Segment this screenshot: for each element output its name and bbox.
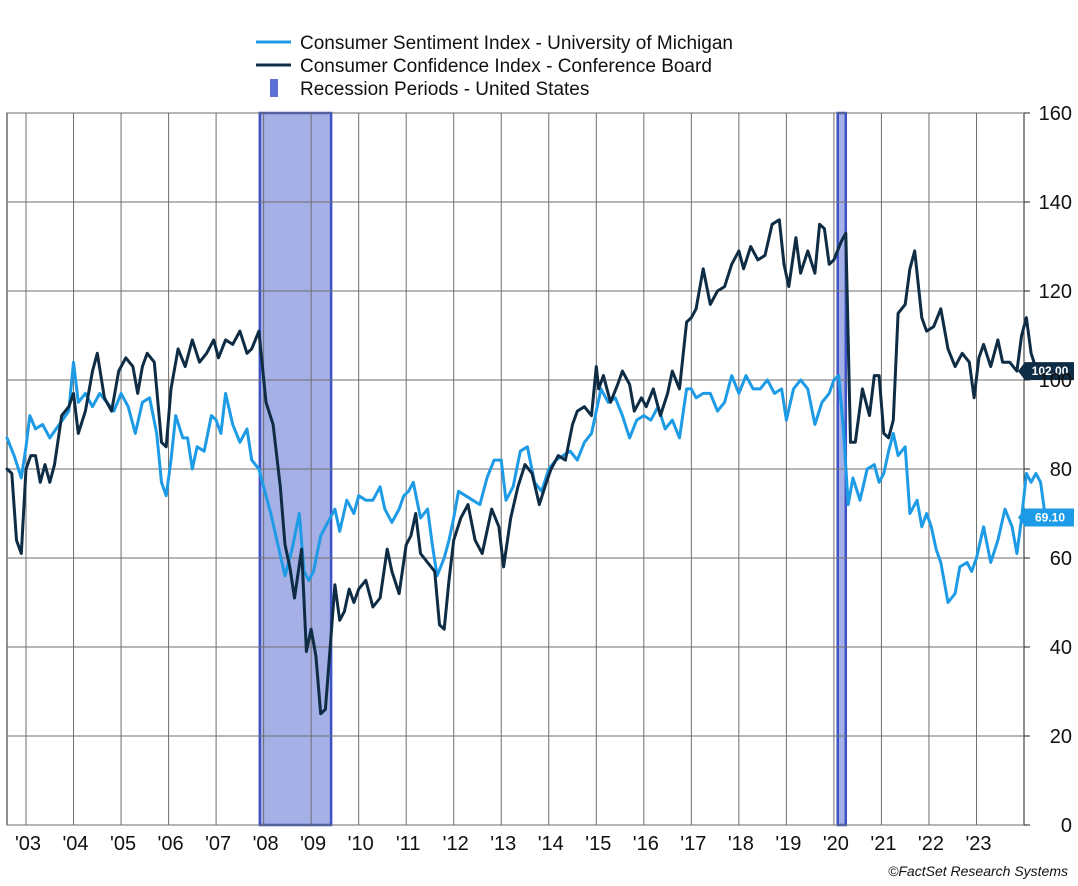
end-label-value: 102.00: [1032, 364, 1069, 378]
y-tick-label: 100: [1039, 370, 1072, 392]
x-tick-label: '23: [965, 833, 991, 855]
x-tick-label: '19: [775, 833, 801, 855]
y-tick-label: 20: [1050, 726, 1072, 748]
x-tick-label: '18: [728, 833, 754, 855]
legend: Consumer Sentiment Index - University of…: [256, 33, 733, 100]
series-line-2: [5, 218, 1047, 716]
legend-label: Consumer Confidence Index - Conference B…: [300, 56, 712, 77]
x-tick-label: '14: [538, 833, 564, 855]
x-tick-label: '08: [253, 833, 279, 855]
end-label-2: 102.00: [1018, 362, 1074, 381]
x-axis: '03 '04 '05 '06 '07 '08 '09 '10 '11 '12 '13 '14 '15 '…: [15, 833, 992, 855]
x-tick-label: '10: [348, 833, 374, 855]
legend-label: Recession Periods - United States: [300, 79, 589, 100]
x-tick-label: '05: [110, 833, 136, 855]
y-tick-label: 60: [1050, 548, 1072, 570]
legend-label: Consumer Sentiment Index - University of…: [300, 33, 733, 54]
x-tick-label: '07: [205, 833, 231, 855]
x-tick-label: '11: [396, 833, 421, 855]
y-tick-label: 160: [1039, 103, 1072, 125]
x-tick-label: '09: [300, 833, 326, 855]
legend-swatch-bar: [270, 79, 278, 97]
end-label-badge: [1018, 508, 1074, 527]
end-labels: 69.10 102.00: [1018, 362, 1074, 527]
legend-item-3: Recession Periods - United States: [270, 79, 589, 100]
x-tick-label: '13: [490, 833, 516, 855]
source-credit: ©FactSet Research Systems: [888, 863, 1068, 879]
y-tick-label: 120: [1039, 281, 1072, 303]
legend-item-2: Consumer Confidence Index - Conference B…: [256, 56, 712, 77]
x-tick-label: '16: [633, 833, 659, 855]
x-tick-label: '21: [870, 833, 896, 855]
legend-item-1: Consumer Sentiment Index - University of…: [256, 33, 733, 54]
y-tick-label: 40: [1050, 637, 1072, 659]
x-tick-label: '22: [918, 833, 944, 855]
x-tick-label: '15: [585, 833, 611, 855]
x-tick-label: '12: [443, 833, 469, 855]
x-tick-label: '20: [823, 833, 849, 855]
y-tick-label: 140: [1039, 192, 1072, 214]
series-line-1: [5, 360, 1047, 604]
x-tick-label: '17: [680, 833, 706, 855]
end-label-1: 69.10: [1018, 508, 1074, 527]
y-tick-label: 80: [1050, 459, 1072, 481]
series-lines: [5, 218, 1047, 716]
end-label-value: 69.10: [1035, 511, 1065, 525]
y-axis: 0 20 40 60 80 100 120 140 160: [1024, 103, 1072, 837]
end-label-badge: [1018, 362, 1074, 381]
x-tick-label: '06: [158, 833, 184, 855]
x-tick-label: '04: [62, 833, 88, 855]
y-tick-label: 0: [1061, 815, 1072, 837]
x-tick-label: '03: [15, 833, 41, 855]
